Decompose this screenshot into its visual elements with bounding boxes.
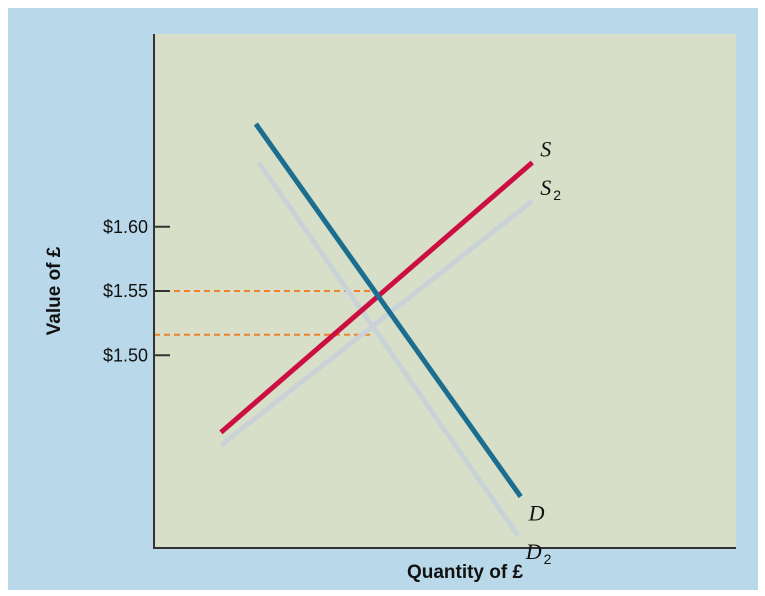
supply-demand-chart: $1.60$1.55$1.50 S 2D 2SD Quantity of £ Val…	[44, 34, 736, 583]
x-axis-title: Quantity of £	[407, 562, 524, 583]
curve-S2	[219, 199, 534, 448]
curve-labels: S 2D 2SD	[525, 137, 562, 568]
plot-area	[154, 34, 736, 548]
curve-D2	[256, 161, 520, 537]
curve-label-D: D	[528, 501, 545, 526]
y-tick-label-1: $1.55	[103, 281, 148, 301]
curve-D	[253, 122, 523, 499]
y-tick-label-0: $1.60	[103, 217, 148, 237]
y-ticks: $1.60 $1.55 $1.50	[103, 217, 170, 365]
y-axis-title: Value of £	[44, 246, 65, 335]
curve-label-S: S	[540, 137, 551, 162]
curves	[219, 122, 534, 537]
y-tick-label-2: $1.50	[103, 345, 148, 365]
